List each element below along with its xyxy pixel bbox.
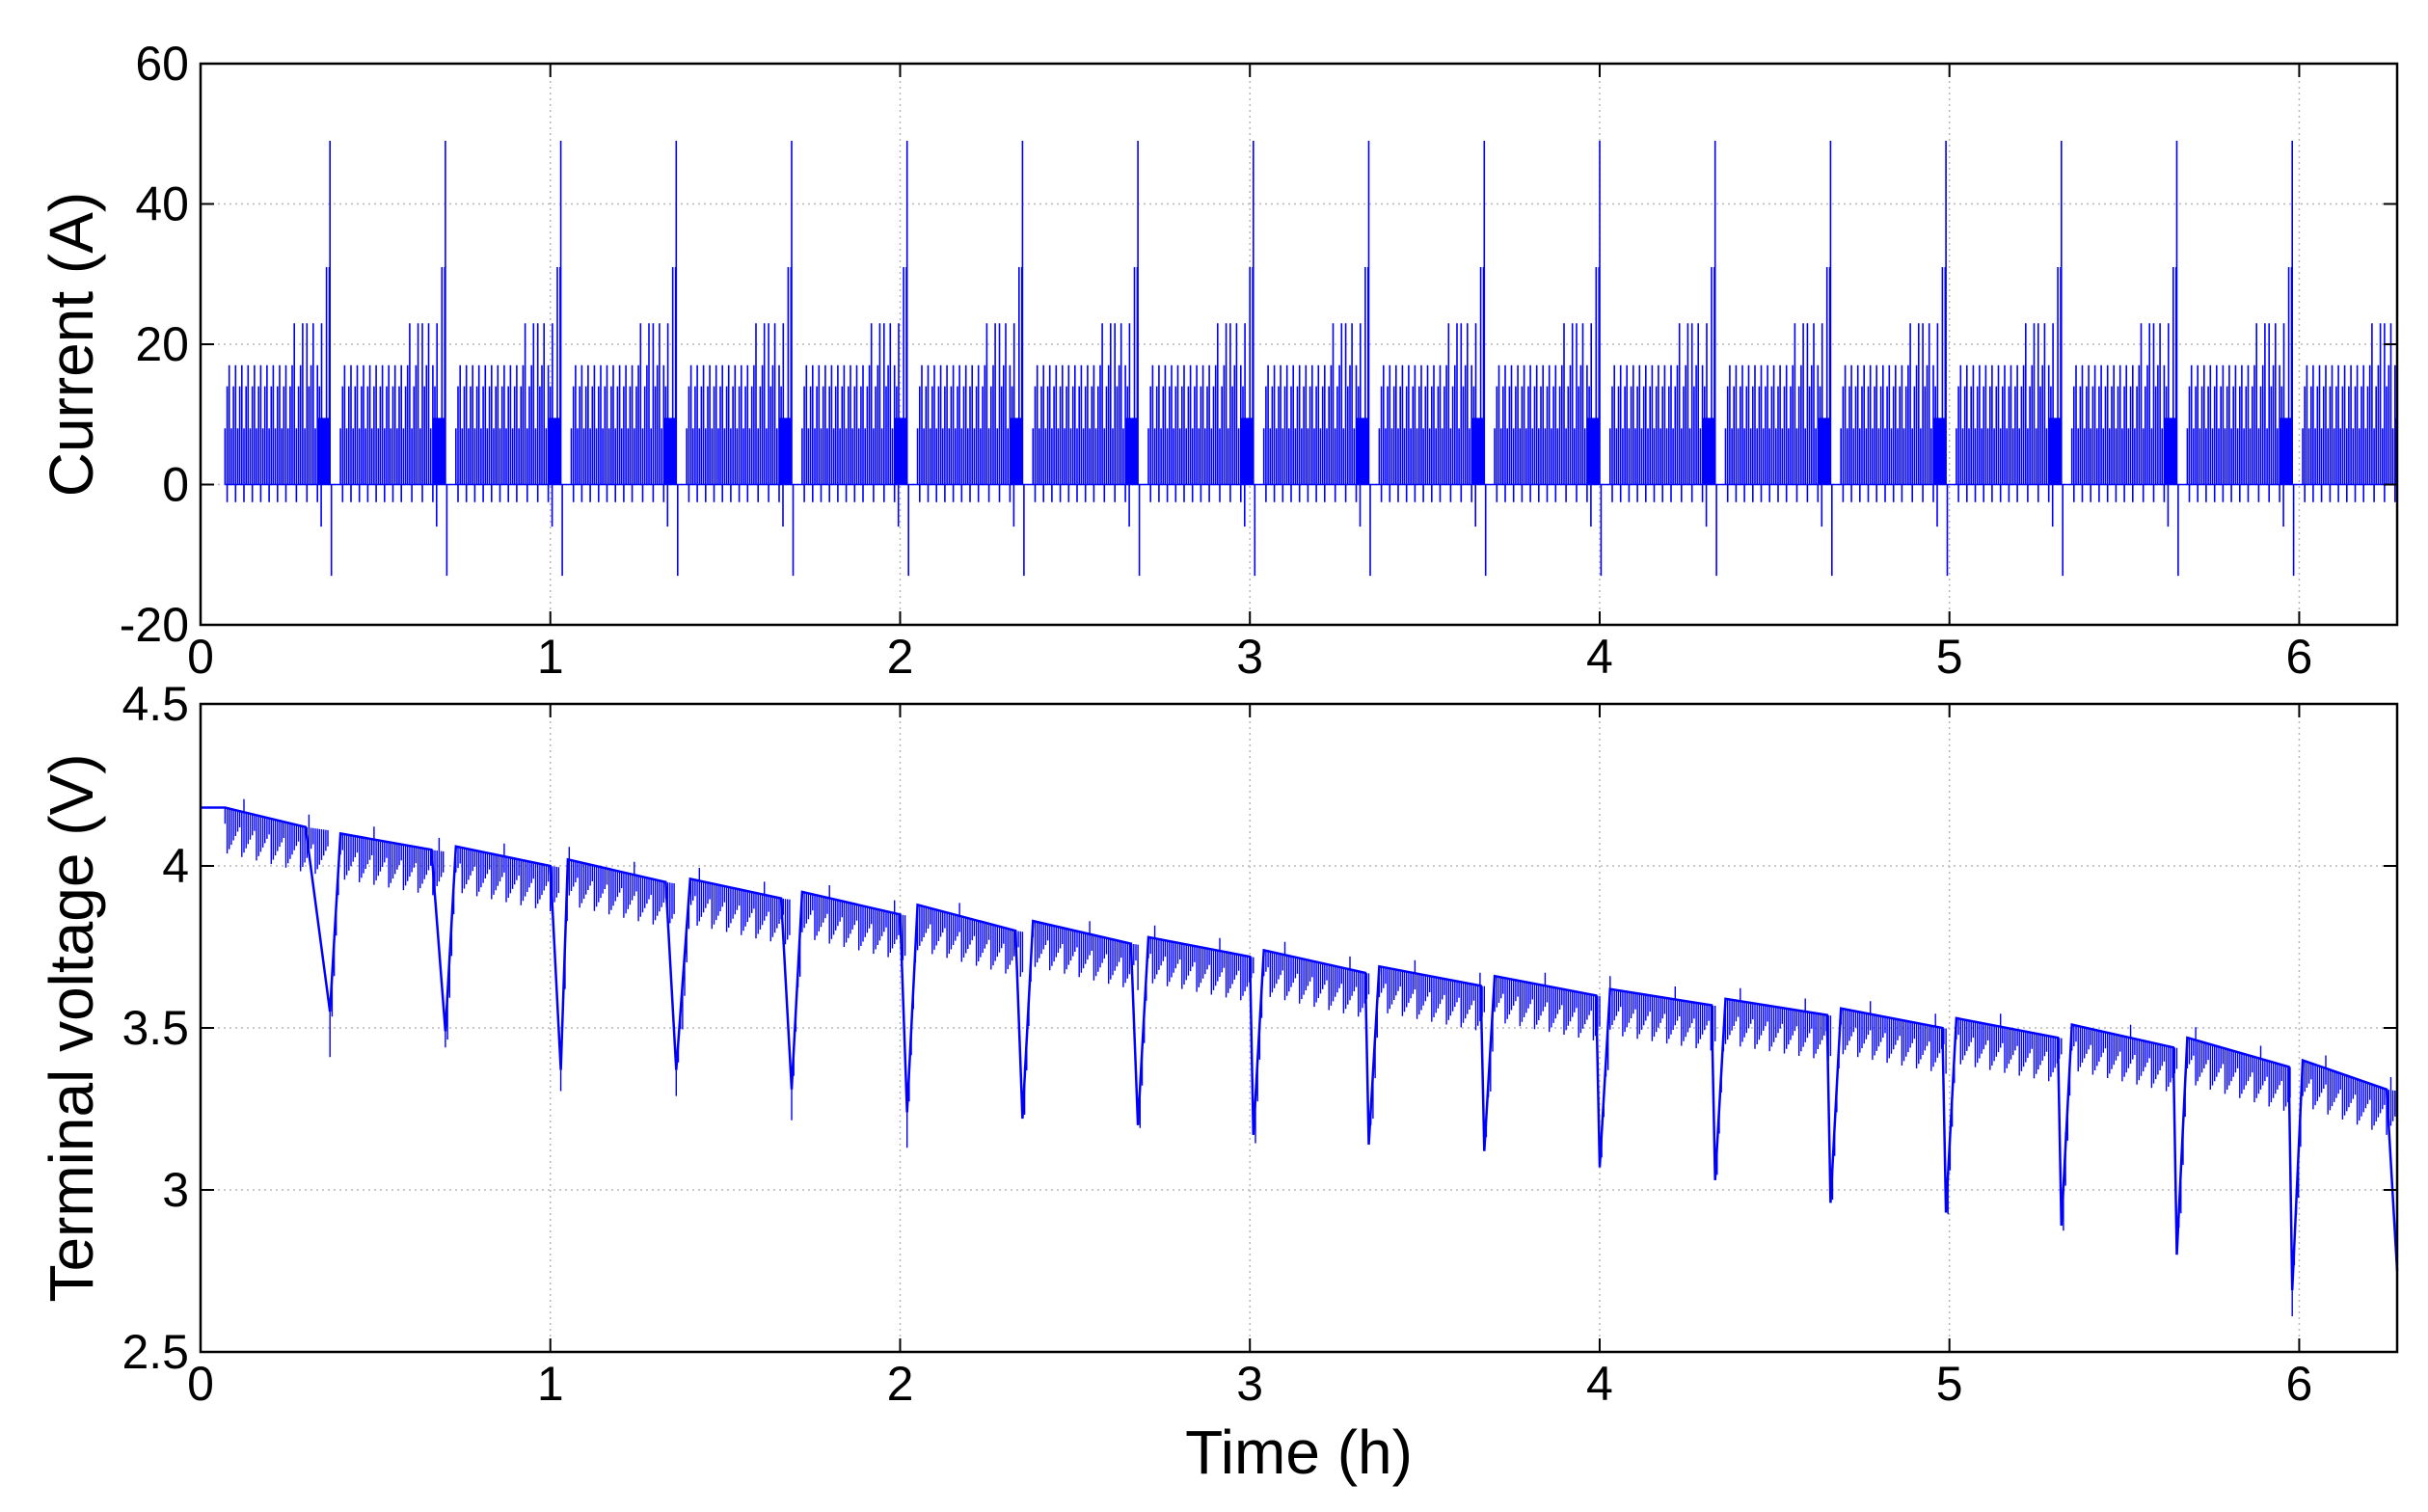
current-x-tick-label: 2 <box>887 630 914 684</box>
voltage-y-tick-label: 3 <box>162 1163 189 1217</box>
voltage-plot-background <box>201 704 2397 1352</box>
voltage-x-tick-label: 2 <box>887 1357 914 1411</box>
current-y-tick-label: 60 <box>135 37 189 91</box>
current-series <box>224 141 2397 577</box>
voltage-x-tick-label: 1 <box>537 1357 564 1411</box>
current-y-tick-label: -20 <box>120 598 189 652</box>
voltage-y-tick-label: 4 <box>162 839 189 893</box>
voltage-fluctuations <box>224 798 2396 1316</box>
current-x-tick-label: 1 <box>537 630 564 684</box>
voltage-series <box>201 798 2399 1316</box>
current-plot-background <box>201 64 2397 625</box>
voltage-x-tick-label: 5 <box>1936 1357 1963 1411</box>
current-series-line <box>224 141 2397 577</box>
voltage-x-tick-label: 4 <box>1586 1357 1613 1411</box>
voltage-x-tick-label: 0 <box>187 1357 214 1411</box>
current-y-tick-label: 40 <box>135 177 189 231</box>
voltage-y-tick-label: 2.5 <box>121 1325 189 1379</box>
current-y-tick-label: 0 <box>162 458 189 512</box>
current-x-tick-label: 3 <box>1236 630 1263 684</box>
x-axis-label: Time (h) <box>1185 1418 1413 1487</box>
current-y-axis-label: Current (A) <box>37 192 106 498</box>
current-x-tick-label: 5 <box>1936 630 1963 684</box>
voltage-y-axis-label: Terminal voltage (V) <box>37 753 106 1302</box>
voltage-ticks: 0 1 2 3 4 5 6 2.5 3 3.5 4 4.5 <box>121 677 2397 1411</box>
current-x-tick-label: 4 <box>1586 630 1613 684</box>
voltage-x-tick-label: 6 <box>2286 1357 2313 1411</box>
voltage-subplot: 0 1 2 3 4 5 6 2.5 3 3.5 4 4.5 Terminal voltage (V) <box>37 677 2399 1411</box>
current-x-tick-label: 6 <box>2286 630 2313 684</box>
voltage-x-tick-label: 3 <box>1236 1357 1263 1411</box>
voltage-y-tick-label: 3.5 <box>121 1001 189 1055</box>
current-x-tick-label: 0 <box>187 630 214 684</box>
voltage-y-tick-label: 4.5 <box>121 677 189 731</box>
current-y-tick-label: 20 <box>135 317 189 371</box>
